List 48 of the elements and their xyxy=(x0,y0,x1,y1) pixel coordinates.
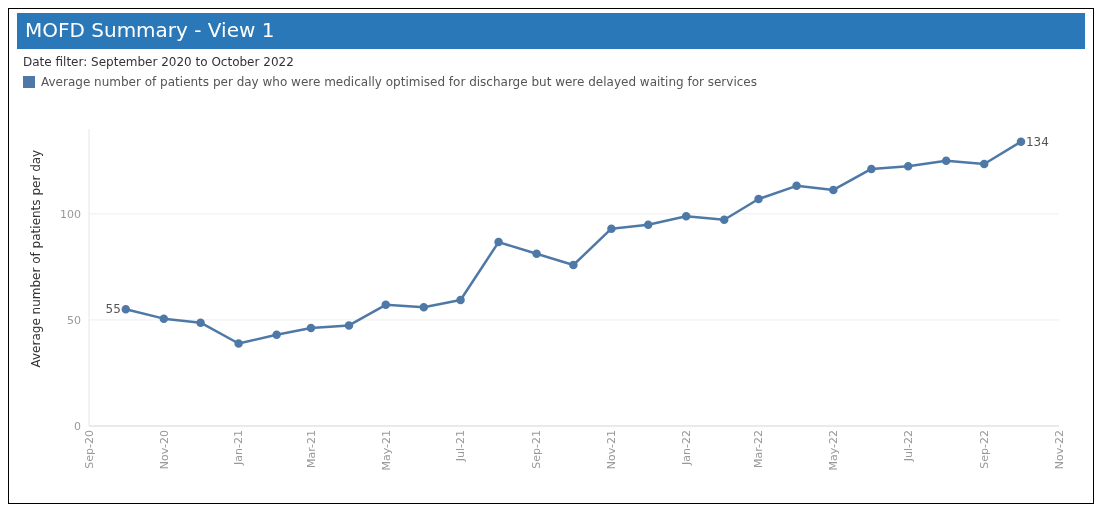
point xyxy=(196,318,205,327)
point xyxy=(159,314,169,323)
point xyxy=(643,220,653,229)
y-tick-label: 50 xyxy=(67,313,81,327)
y-tick-label: 0 xyxy=(74,419,81,433)
x-tick-label: Jan-22 xyxy=(680,430,694,466)
point xyxy=(719,215,729,225)
x-tick-label: Nov-20 xyxy=(157,430,171,470)
point xyxy=(867,164,876,174)
x-tick-label: Sep-21 xyxy=(530,430,544,469)
point xyxy=(681,211,691,221)
x-tick-label: Nov-21 xyxy=(605,430,619,470)
x-tick-label: Jul-21 xyxy=(454,430,468,463)
data-label: 134 xyxy=(1025,134,1049,149)
point xyxy=(754,194,763,204)
point xyxy=(272,330,281,340)
point xyxy=(569,260,578,270)
point xyxy=(1016,137,1026,146)
point xyxy=(121,305,131,314)
x-tick-label: Mar-22 xyxy=(752,430,766,469)
x-tick-label: Mar-21 xyxy=(304,430,318,469)
point xyxy=(903,162,913,171)
point xyxy=(792,181,801,191)
point xyxy=(456,295,465,305)
data-label: 55 xyxy=(105,302,121,317)
x-tick-label: Sep-22 xyxy=(978,430,992,469)
point xyxy=(344,321,354,330)
legend-label: Average number of patients per day who were medically optimised for discharge but were delayed waiting for services xyxy=(41,75,757,89)
x-tick-label: Nov-22 xyxy=(1052,430,1066,470)
point xyxy=(607,224,616,233)
point xyxy=(381,300,391,310)
y-axis-title: Average number of patients per day xyxy=(29,149,44,368)
x-tick-label: May-21 xyxy=(379,430,393,471)
point xyxy=(494,237,503,247)
x-tick-label: Sep-20 xyxy=(82,430,96,469)
point xyxy=(419,302,429,312)
y-tick-label: 100 xyxy=(60,207,81,221)
point xyxy=(306,323,316,333)
point xyxy=(829,185,838,195)
point xyxy=(234,339,243,348)
point xyxy=(941,156,951,166)
point xyxy=(979,159,989,169)
chart-title: MOFD Summary - View 1 xyxy=(17,13,1085,49)
chart-subtitle: Date filter: September 2020 to October 2022 xyxy=(23,55,295,69)
x-tick-label: Jan-21 xyxy=(232,430,246,466)
x-tick-label: Jul-22 xyxy=(901,430,915,463)
x-tick-label: May-22 xyxy=(827,430,841,471)
point xyxy=(532,249,541,258)
